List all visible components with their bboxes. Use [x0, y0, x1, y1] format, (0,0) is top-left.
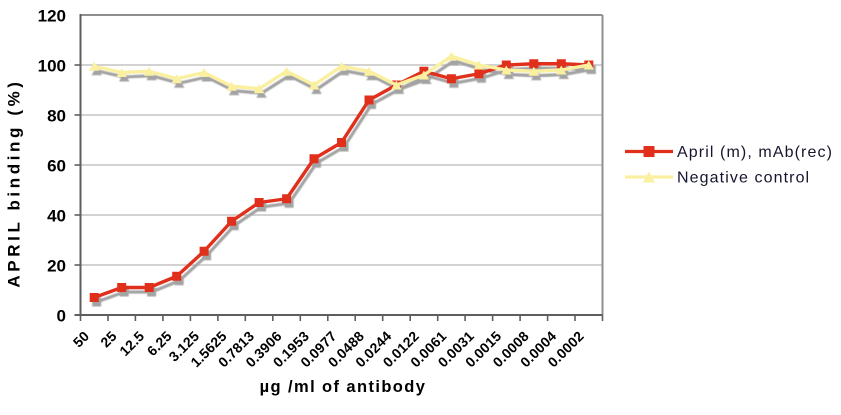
svg-text:Negative control: Negative control [677, 170, 810, 187]
svg-text:µg /ml of antibody: µg /ml of antibody [260, 378, 427, 396]
svg-text:20: 20 [47, 257, 66, 276]
svg-text:60: 60 [47, 157, 66, 176]
svg-text:80: 80 [47, 107, 66, 126]
svg-text:APRIL binding (%): APRIL binding (%) [5, 78, 24, 287]
svg-text:120: 120 [38, 7, 66, 26]
svg-text:40: 40 [47, 207, 66, 226]
svg-text:April (m), mAb(rec): April (m), mAb(rec) [677, 144, 833, 161]
svg-text:0: 0 [57, 307, 66, 326]
svg-text:100: 100 [38, 57, 66, 76]
